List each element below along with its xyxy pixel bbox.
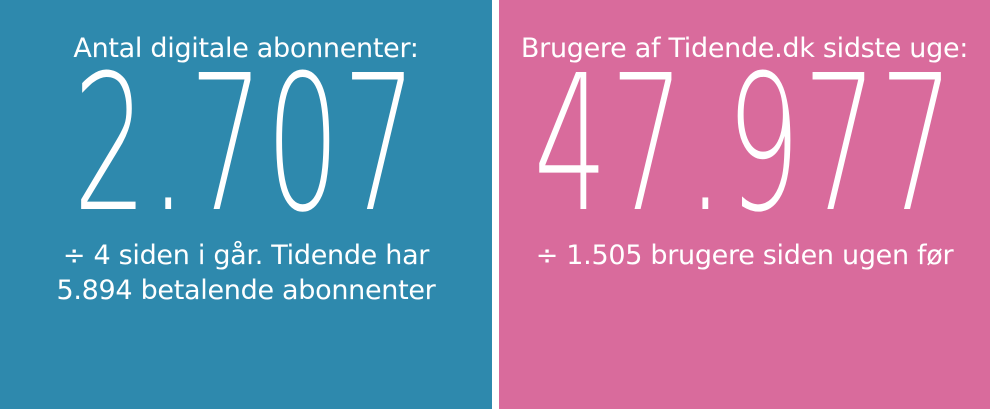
panel-subtext: ÷ 1.505 brugere siden ugen før xyxy=(499,238,990,273)
subscriber-count: 2.707 xyxy=(72,35,420,254)
big-number-container: 47.977 xyxy=(499,35,990,254)
panel-heading: Antal digitale abonnenter: xyxy=(73,33,419,64)
digital-subscribers-panel: Antal digitale abonnenter: 2.707 ÷ 4 sid… xyxy=(0,0,492,409)
subtext-line: ÷ 4 siden i går. Tidende har xyxy=(62,240,430,271)
panel-subtext: ÷ 4 siden i går. Tidende har 5.894 betal… xyxy=(0,238,492,308)
panel-heading: Brugere af Tidende.dk sidste uge: xyxy=(520,33,969,64)
weekly-user-count: 47.977 xyxy=(533,35,956,254)
weekly-users-panel: Brugere af Tidende.dk sidste uge: 47.977… xyxy=(499,0,990,409)
subtext-line: 5.894 betalende abonnenter xyxy=(56,275,436,306)
big-number-container: 2.707 xyxy=(0,35,492,254)
subtext-line: ÷ 1.505 brugere siden ugen før xyxy=(535,240,954,271)
